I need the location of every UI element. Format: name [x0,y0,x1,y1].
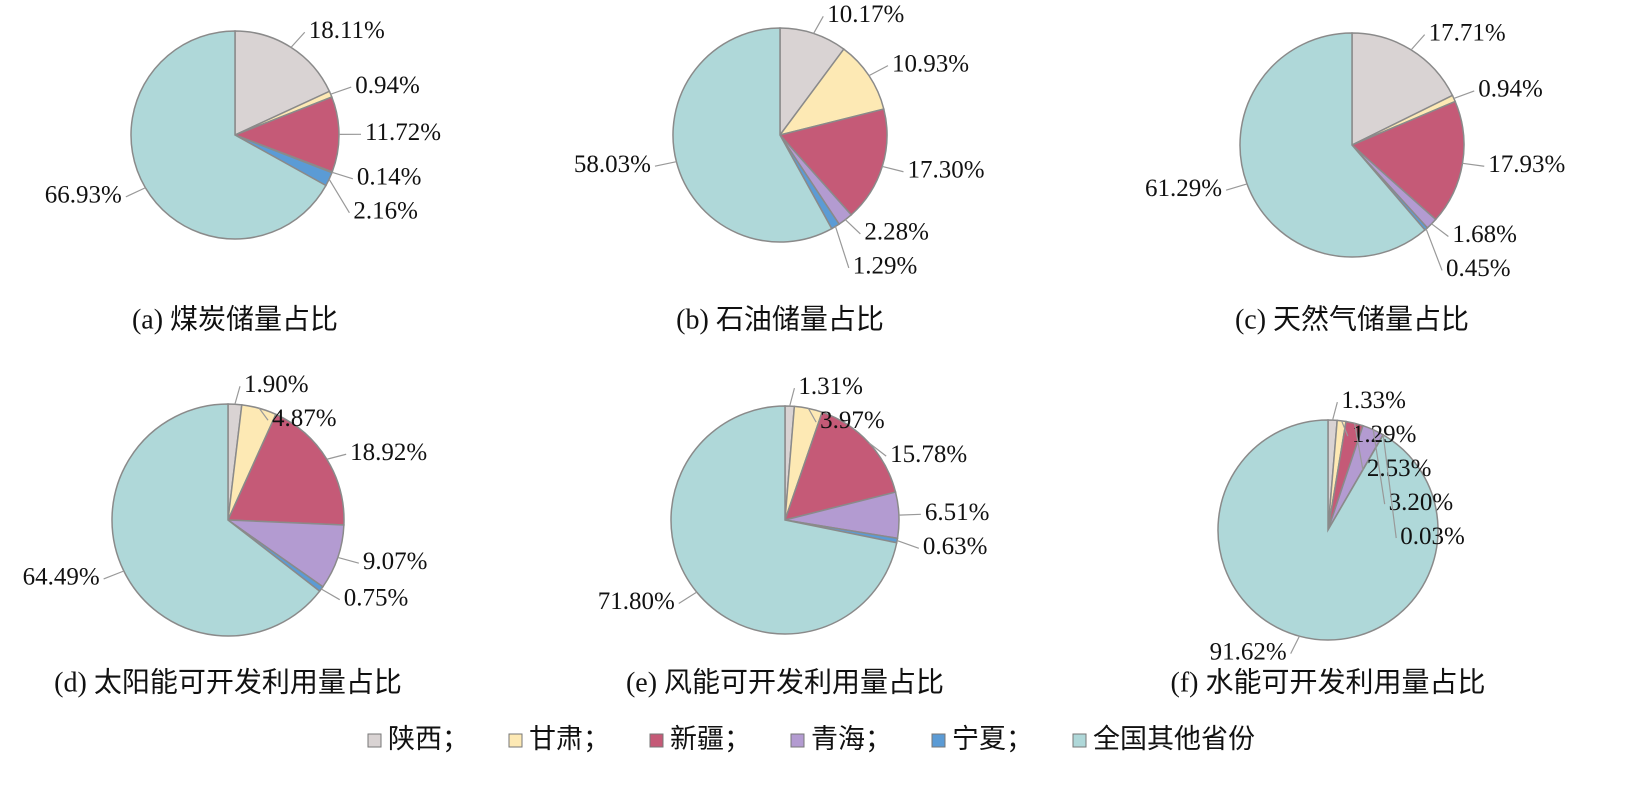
data-label: 1.31% [798,373,863,400]
pie-slice [1217,419,1439,641]
leader-line [868,442,887,457]
leader-line [1425,228,1443,271]
pie-slice [111,403,321,637]
leader-line [898,513,921,516]
leader-line [1431,223,1449,237]
leader-line [290,31,306,48]
pie-slice [1350,100,1465,221]
pie-slice [778,48,885,137]
leader-line [1382,434,1397,539]
leader-line [337,556,360,564]
data-label: 18.11% [309,17,385,44]
legend-label: 陕西； [388,724,469,754]
leader-line [328,178,350,214]
data-label: 0.94% [1478,76,1543,103]
leader-line [844,219,861,235]
data-label: 64.49% [23,564,100,591]
data-label: 1.33% [1341,387,1406,414]
data-label: 6.51% [925,499,990,526]
leader-line [813,16,824,34]
chart-title: (c) 天然气储量占比 [1235,303,1469,335]
data-label: 0.03% [1400,523,1465,550]
data-label: 1.68% [1452,221,1517,248]
leader-line [331,171,354,180]
data-label: 11.72% [365,119,441,146]
leader-line [258,407,269,421]
leader-line [1410,34,1426,51]
leader-line [1372,429,1386,505]
data-label: 18.92% [350,439,427,466]
chart-title: (e) 风能可开发利用量占比 [626,666,944,698]
data-label: 17.30% [907,156,984,183]
leader-line [807,408,817,423]
leader-line [678,591,698,605]
legend-swatch [649,733,664,748]
chart-title: (a) 煤炭储量占比 [132,303,338,335]
data-label: 17.71% [1429,19,1506,46]
leader-line [234,386,241,405]
data-label: 71.80% [598,588,675,615]
data-label: 3.97% [820,407,885,434]
leader-line [1453,90,1475,100]
pie-slice [1239,32,1427,258]
leader-line [125,187,146,198]
pie-slice [130,30,327,240]
legend-swatch [931,733,946,748]
data-label: 0.14% [357,164,422,191]
data-label: 3.20% [1389,489,1454,516]
legend-label: 新疆； [670,724,751,754]
data-label: 10.17% [827,1,904,28]
data-label: 0.94% [355,72,420,99]
chart-title: (d) 太阳能可开发利用量占比 [54,666,402,698]
leader-line [320,588,341,601]
legend-swatch [508,733,523,748]
data-label: 1.29% [853,253,918,280]
leader-line [1332,401,1338,421]
leader-line [1290,635,1300,654]
data-label: 2.16% [353,198,418,225]
leader-line [868,65,889,77]
pie-slice [226,413,345,526]
data-label: 15.78% [890,441,967,468]
data-label: 4.87% [272,405,337,432]
legend-label: 全国其他省份 [1093,724,1255,754]
data-label: 2.53% [1367,455,1432,482]
data-label: 0.75% [344,584,409,611]
leader-line [896,539,920,549]
data-label: 91.62% [1210,638,1287,665]
data-label: 2.28% [864,219,929,246]
leader-line [326,453,347,460]
pie-slice [1351,32,1454,147]
chart-title: (b) 石油储量占比 [676,303,884,335]
chart-title: (f) 水能可开发利用量占比 [1171,666,1486,698]
data-label: 1.90% [244,371,309,398]
leader-line [834,226,850,269]
leader-line [1462,162,1485,167]
leader-line [882,165,904,173]
data-label: 0.45% [1446,255,1511,282]
data-label: 61.29% [1145,175,1222,202]
data-label: 0.63% [923,533,988,560]
leader-line [330,86,352,95]
legend-swatch [367,733,382,748]
leader-line [1225,183,1248,191]
legend-swatch [1072,733,1087,748]
leader-line [654,161,677,167]
data-label: 58.03% [574,151,651,178]
leader-line [789,387,796,407]
data-label: 10.93% [892,50,969,77]
data-label: 17.93% [1488,151,1565,178]
legend-label: 青海； [811,724,892,754]
leader-line [1341,420,1349,437]
data-label: 66.93% [45,182,122,209]
legend-label: 宁夏； [952,724,1033,754]
data-label: 9.07% [363,548,428,575]
legend-swatch [790,733,805,748]
leader-line [1353,423,1364,471]
leader-line [103,570,125,580]
pie-slice [783,411,897,522]
legend-label: 甘肃； [529,724,610,754]
